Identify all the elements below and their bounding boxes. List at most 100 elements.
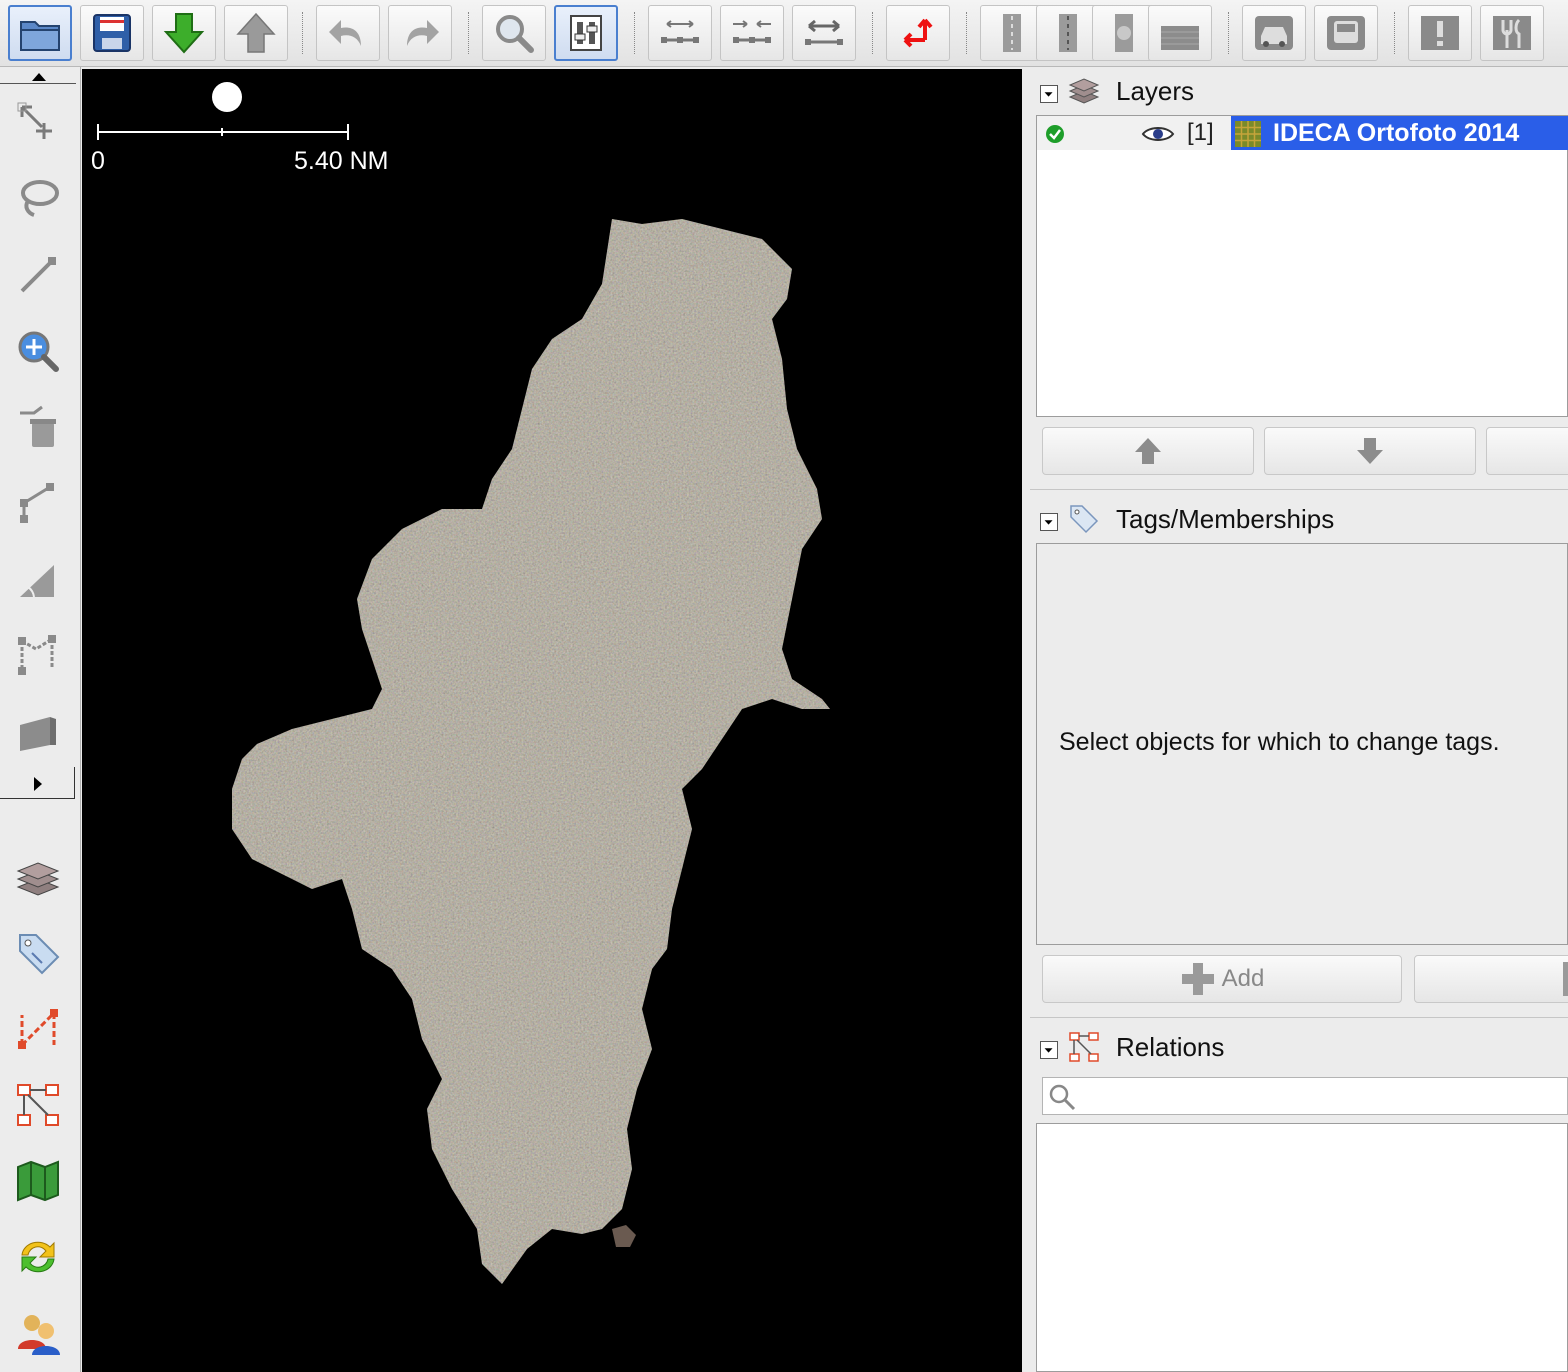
save-button[interactable] xyxy=(80,5,144,61)
preset-building-icon xyxy=(1161,26,1199,50)
orthophoto-imagery xyxy=(82,69,1022,1372)
search-icon xyxy=(496,15,534,53)
preset-restaurant-icon xyxy=(1493,16,1531,50)
search-button[interactable] xyxy=(482,5,546,61)
imagery-button[interactable] xyxy=(10,1153,66,1209)
reverse-way-button[interactable] xyxy=(792,5,856,61)
preset-bus-button[interactable] xyxy=(1314,5,1378,61)
arrow-down-icon xyxy=(1357,438,1383,464)
layers-icon xyxy=(16,862,60,896)
relations-search-field[interactable] xyxy=(1042,1077,1568,1115)
toolbar-separator xyxy=(966,12,967,54)
angle-icon xyxy=(20,565,54,598)
toolbar-separator xyxy=(872,12,873,54)
preset-car-icon xyxy=(1255,16,1293,50)
layer-index: [1] xyxy=(1187,119,1214,146)
users-icon xyxy=(18,1315,60,1355)
improve-way-button[interactable] xyxy=(10,475,66,531)
scroll-up-icon[interactable] xyxy=(30,71,48,83)
active-check-icon[interactable] xyxy=(1045,124,1065,144)
preset-restaurant-button[interactable] xyxy=(1480,5,1544,61)
visibility-eye-icon[interactable] xyxy=(1141,124,1175,144)
toolbar-separator xyxy=(1228,12,1229,54)
select-tool-icon xyxy=(17,102,52,139)
tags-panel-title: Tags/Memberships xyxy=(1116,503,1335,534)
selection-list-button[interactable] xyxy=(10,1001,66,1057)
collapse-relations-toggle[interactable] xyxy=(1040,1041,1058,1059)
upload-button[interactable] xyxy=(224,5,288,61)
toolbar-separator xyxy=(302,12,303,54)
open-file-button[interactable] xyxy=(8,5,72,61)
search-icon xyxy=(1049,1084,1076,1111)
redo-button[interactable] xyxy=(388,5,452,61)
upload-icon xyxy=(236,12,276,53)
zoom-in-icon xyxy=(18,331,59,372)
delete-icon xyxy=(20,405,56,447)
preset-node-icon xyxy=(1115,14,1133,52)
zoom-tool-button[interactable] xyxy=(10,323,66,379)
map-island xyxy=(612,1225,636,1247)
preferences-button[interactable] xyxy=(554,5,618,61)
layers-panel-title: Layers xyxy=(1116,75,1195,106)
conflicts-button[interactable] xyxy=(10,1229,66,1285)
open-file-icon xyxy=(20,21,60,51)
preset-road-icon xyxy=(1003,14,1021,52)
preset-node-button[interactable] xyxy=(1092,5,1156,61)
extrude-icon xyxy=(18,635,56,675)
building-tool-button[interactable] xyxy=(10,703,66,759)
lasso-icon xyxy=(21,180,59,217)
imagery-layer-icon xyxy=(1235,121,1261,147)
draw-tool-button[interactable] xyxy=(10,247,66,303)
lasso-tool-button[interactable] xyxy=(10,171,66,227)
preset-bus-icon xyxy=(1327,16,1365,50)
split-way-button[interactable] xyxy=(648,5,712,61)
map-icon xyxy=(17,1160,59,1202)
extrude-tool-button[interactable] xyxy=(10,627,66,683)
tag-icon xyxy=(19,934,60,975)
collapse-layers-toggle[interactable] xyxy=(1040,85,1058,103)
layers-list: [1] IDECA Ortofoto 2014 xyxy=(1036,115,1568,417)
preset-building-button[interactable] xyxy=(1148,5,1212,61)
layers-icon xyxy=(1068,78,1100,104)
collapse-tags-toggle[interactable] xyxy=(1040,513,1058,531)
select-tool-button[interactable] xyxy=(10,95,66,151)
preset-track-button[interactable] xyxy=(1036,5,1100,61)
split-way-icon xyxy=(661,20,699,43)
preferences-icon xyxy=(570,15,602,51)
reverse-way-icon xyxy=(805,19,843,45)
download-button[interactable] xyxy=(152,5,216,61)
relations-icon xyxy=(17,1084,59,1126)
download-icon xyxy=(163,13,205,54)
scroll-down-icon[interactable] xyxy=(32,775,44,793)
map-view[interactable]: 0 5.40 NM xyxy=(82,69,1022,1372)
wireframe-toggle-button[interactable] xyxy=(886,5,950,61)
tags-toggle-button[interactable] xyxy=(10,925,66,981)
wireframe-toggle-icon xyxy=(903,18,933,48)
relations-toggle-button[interactable] xyxy=(10,1077,66,1133)
add-tag-button[interactable]: Add xyxy=(1042,955,1402,1003)
authors-button[interactable] xyxy=(10,1305,66,1361)
preset-car-button[interactable] xyxy=(1242,5,1306,61)
layer-action-button[interactable] xyxy=(1486,427,1568,475)
preset-warning-button[interactable] xyxy=(1408,5,1472,61)
move-layer-down-button[interactable] xyxy=(1264,427,1476,475)
scale-handle[interactable] xyxy=(212,82,242,112)
move-layer-up-button[interactable] xyxy=(1042,427,1254,475)
relations-panel-title: Relations xyxy=(1116,1031,1225,1062)
relations-search-input[interactable] xyxy=(1083,1082,1557,1110)
preset-road-button[interactable] xyxy=(980,5,1044,61)
layer-row[interactable]: [1] IDECA Ortofoto 2014 xyxy=(1037,116,1568,150)
relations-panel-header: Relations xyxy=(1030,1025,1568,1069)
side-panels: Layers [1] IDECA Ortofoto 2014 xyxy=(1030,67,1568,1372)
undo-button[interactable] xyxy=(316,5,380,61)
delete-tool-button[interactable] xyxy=(10,399,66,455)
layers-toggle-button[interactable] xyxy=(10,849,66,905)
layer-name-cell[interactable]: IDECA Ortofoto 2014 xyxy=(1231,116,1568,150)
edit-tag-button[interactable] xyxy=(1414,955,1568,1003)
collapse-icon xyxy=(1044,92,1053,97)
building-icon xyxy=(20,717,56,751)
parallel-tool-button[interactable] xyxy=(10,551,66,607)
toolbar-separator xyxy=(634,12,635,54)
redo-icon xyxy=(407,20,439,46)
combine-way-button[interactable] xyxy=(720,5,784,61)
